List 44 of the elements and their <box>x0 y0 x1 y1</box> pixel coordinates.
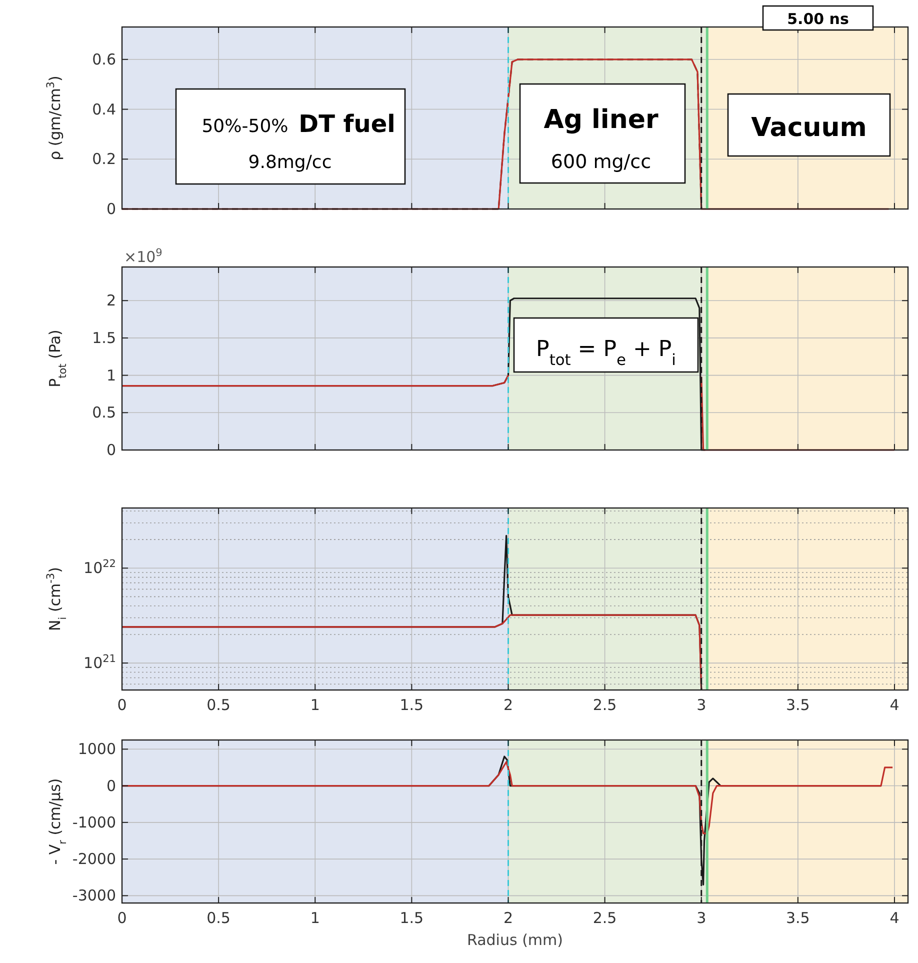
annotation: 5.00 ns <box>787 10 849 28</box>
y-tick-label: 0.6 <box>92 50 116 68</box>
text: ×10$^{9}$ <box>124 247 162 266</box>
y-tick-label: 0 <box>106 441 116 459</box>
annotation: Vacuum <box>751 113 867 143</box>
y-tick-label: 10$^{22}$ <box>84 558 116 578</box>
annotation: Ag liner <box>544 105 658 135</box>
annotation: 50%-50% <box>202 116 288 137</box>
x-tick-label: 4 <box>890 909 900 927</box>
y-tick-label: 1000 <box>78 740 116 758</box>
x-tick-label: 0 <box>117 909 127 927</box>
x-tick-label: 0.5 <box>206 909 230 927</box>
x-tick-label: 1 <box>310 696 320 714</box>
annotation: DT fuel <box>298 110 396 138</box>
x-tick-label: 2.5 <box>592 909 617 927</box>
annotation: 600 mg/cc <box>550 151 652 173</box>
annotation: 9.8mg/cc <box>248 152 332 173</box>
x-tick-label: 3.5 <box>786 909 810 927</box>
y-tick-label: 1 <box>106 366 116 384</box>
x-tick-label: 2.5 <box>592 696 617 714</box>
x-tick-label: 3.5 <box>786 696 810 714</box>
x-tick-label: 3 <box>696 696 706 714</box>
y-tick-label: 0 <box>106 200 116 218</box>
x-tick-label: 2 <box>503 696 514 714</box>
y-tick-label: 1.5 <box>92 328 116 347</box>
x-tick-label: 1 <box>310 909 320 927</box>
y-tick-label: -1000 <box>72 813 116 832</box>
y-tick-label: 2 <box>106 292 116 310</box>
x-tick-label: 0.5 <box>206 696 230 714</box>
x-tick-label: 3 <box>696 909 706 927</box>
x-tick-label: 1.5 <box>400 696 424 714</box>
x-tick-label: 1.5 <box>400 909 424 927</box>
x-tick-label: 4 <box>890 696 900 714</box>
y-tick-label: 0 <box>106 776 116 795</box>
annotation: P$_{tot}$ = P$_{e}$ + P$_{i}$ <box>536 337 676 369</box>
y-tick-label: -3000 <box>72 886 116 905</box>
y-tick-label: 0.5 <box>92 404 116 422</box>
y-tick-label: 0.2 <box>92 150 116 168</box>
x-tick-label: 2 <box>503 909 514 927</box>
y-tick-label: -2000 <box>72 850 116 868</box>
y-tick-label: 0.4 <box>92 100 116 118</box>
x-axis-title: Radius (mm) <box>467 931 563 949</box>
x-tick-label: 0 <box>117 696 127 714</box>
y-tick-label: 10$^{21}$ <box>84 653 116 672</box>
